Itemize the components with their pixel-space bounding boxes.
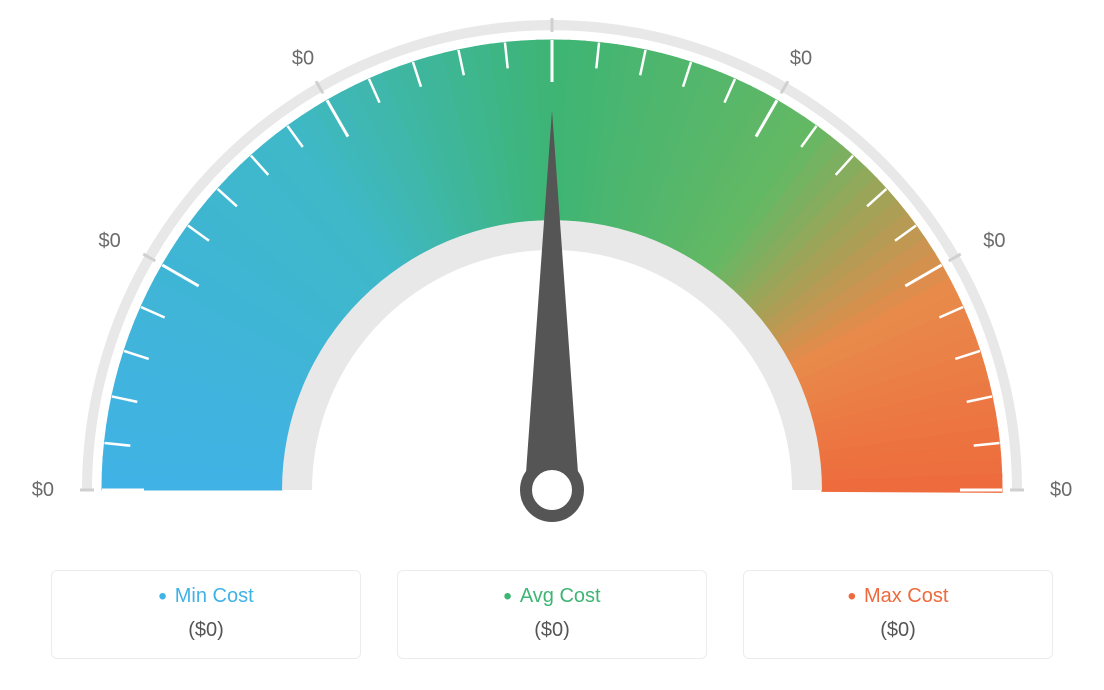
legend-value-avg: ($0) bbox=[416, 619, 688, 642]
legend-card-max: Max Cost ($0) bbox=[743, 570, 1053, 659]
legend-row: Min Cost ($0) Avg Cost ($0) Max Cost ($0… bbox=[0, 570, 1104, 659]
legend-value-min: ($0) bbox=[70, 619, 342, 642]
gauge-tick-label: $0 bbox=[541, 0, 563, 3]
gauge-tick-label: $0 bbox=[98, 230, 120, 252]
gauge-hub bbox=[526, 464, 578, 516]
gauge-tick-label: $0 bbox=[790, 48, 812, 70]
legend-label-avg: Avg Cost bbox=[503, 585, 600, 608]
gauge-svg: $0 $0 $0 $0 $0 $0 $0 bbox=[0, 0, 1104, 560]
legend-card-min: Min Cost ($0) bbox=[51, 570, 361, 659]
gauge-tick-label: $0 bbox=[292, 48, 314, 70]
legend-value-max: ($0) bbox=[762, 619, 1034, 642]
legend-label-max: Max Cost bbox=[848, 585, 949, 608]
gauge-tick-label: $0 bbox=[1050, 479, 1072, 501]
legend-card-avg: Avg Cost ($0) bbox=[397, 570, 707, 659]
gauge-tick-label: $0 bbox=[983, 230, 1005, 252]
gauge-chart: $0 $0 $0 $0 $0 $0 $0 bbox=[0, 0, 1104, 560]
legend-label-min: Min Cost bbox=[158, 585, 253, 608]
gauge-tick-label: $0 bbox=[32, 479, 54, 501]
